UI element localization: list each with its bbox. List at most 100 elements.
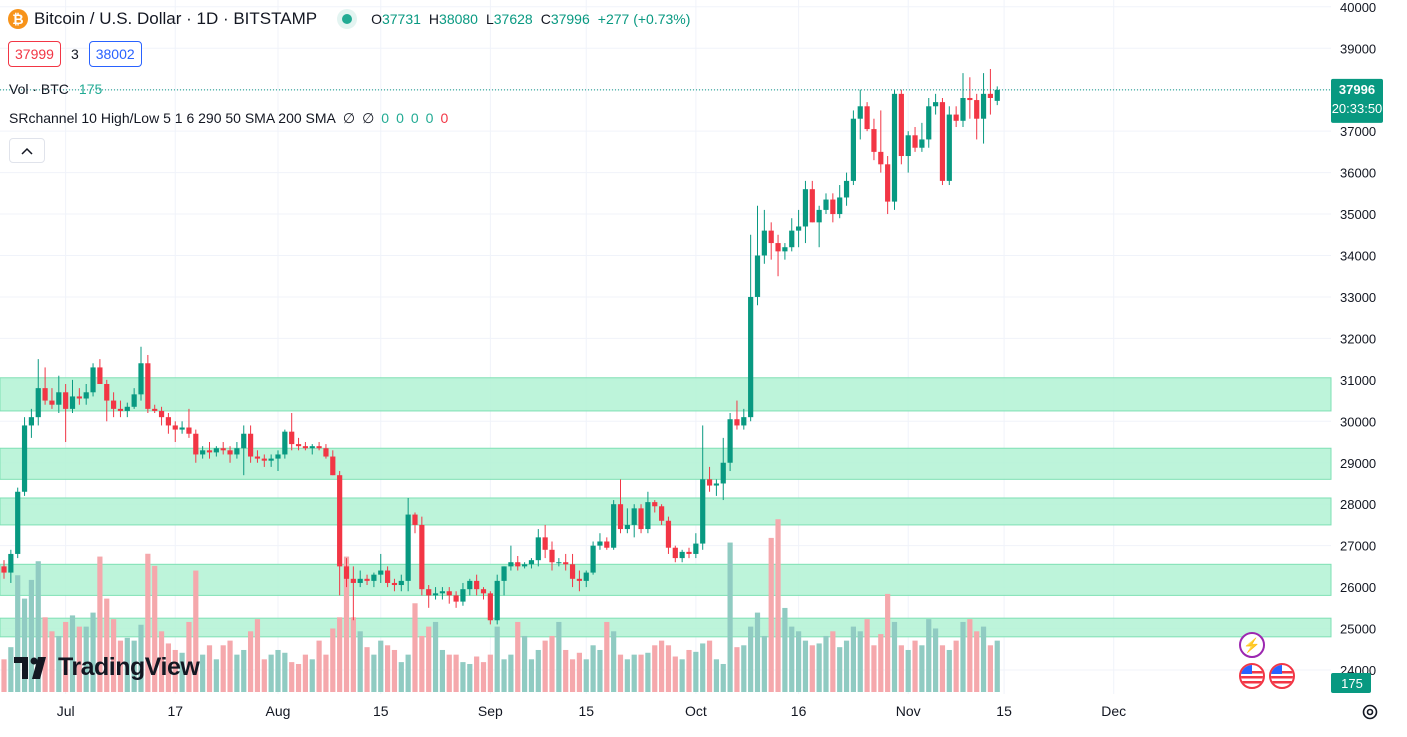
price-axis-label: 34000 [1340, 249, 1376, 264]
time-axis-label: Sep [478, 703, 503, 719]
tradingview-logo[interactable]: TradingView [14, 653, 200, 682]
candle-body [426, 589, 432, 596]
candle-body [843, 180, 850, 198]
volume-bar [741, 645, 747, 692]
volume-bar [200, 654, 206, 692]
ohlc-value: +277 (+0.73%) [597, 11, 691, 27]
sr-channel-zone [0, 497, 1332, 526]
volume-bar [713, 659, 719, 692]
volume-bar [248, 631, 254, 692]
volume-bar [645, 652, 651, 692]
candle-body [946, 114, 952, 181]
candle-body [542, 537, 548, 550]
volume-bar [672, 656, 678, 692]
volume-bar [15, 575, 21, 692]
market-status-icon[interactable] [337, 9, 358, 29]
us-event-flag-icon[interactable] [1239, 663, 1265, 689]
volume-bar [145, 553, 151, 692]
candle-body [898, 93, 904, 157]
volume-bar [727, 542, 733, 692]
volume-bar [501, 659, 507, 692]
volume-bar [295, 663, 302, 692]
candle-body [460, 589, 466, 602]
candle-body [412, 514, 418, 525]
volume-bar [535, 649, 541, 692]
indicator-legend[interactable]: SRchannel 10 High/Low 5 1 6 290 50 SMA 2… [9, 110, 448, 127]
volume-bar [391, 649, 398, 692]
candle-body [261, 458, 267, 461]
volume-bar [35, 561, 41, 692]
candle-body [494, 580, 500, 621]
indicator-value: ∅ [362, 110, 375, 126]
settings-gear-icon[interactable] [1360, 702, 1380, 722]
volume-bar [90, 612, 96, 692]
candle-body [912, 135, 918, 148]
indicator-value: 0 [425, 110, 434, 126]
candle-body [885, 164, 891, 202]
volume-bar [487, 654, 493, 692]
candle-body [364, 578, 370, 581]
candle-body [56, 392, 62, 405]
sr-channel-zone [0, 563, 1332, 596]
candle-body [528, 560, 535, 565]
candle-body [515, 562, 521, 567]
candle-body [186, 427, 192, 434]
candle-body [248, 433, 254, 457]
volume-bar [42, 617, 48, 692]
candle-body [967, 97, 973, 101]
candle-body [213, 448, 219, 453]
collapse-legend-button[interactable] [9, 138, 45, 163]
symbol-title[interactable]: Bitcoin / U.S. Dollar · 1D · BITSTAMP [34, 9, 318, 28]
candle-body [576, 578, 582, 581]
volume-bar [275, 649, 281, 692]
lightning-event-icon[interactable]: ⚡ [1239, 632, 1265, 658]
volume-legend[interactable]: Vol · BTC 175 [9, 81, 102, 97]
volume-bar [152, 565, 158, 692]
volume-bar [522, 635, 528, 692]
volume-bar [432, 621, 439, 692]
candle-body [42, 388, 48, 401]
sell-button[interactable]: 37999 [8, 41, 61, 67]
volume-bar [624, 659, 630, 692]
candle-body [193, 433, 199, 455]
candle-body [987, 93, 993, 98]
volume-bar [891, 621, 898, 692]
candle-body [789, 230, 795, 248]
candle-body [90, 367, 96, 393]
time-axis-label: 15 [373, 703, 389, 719]
ohlc-key: O [371, 11, 382, 27]
buy-button[interactable]: 38002 [88, 41, 142, 67]
candle-body [871, 129, 877, 152]
price-axis-label: 30000 [1340, 414, 1376, 429]
volume-bar [350, 617, 356, 692]
price-axis-label: 32000 [1340, 331, 1376, 346]
volume-bar [768, 537, 774, 692]
us-event-flag-icon-2[interactable] [1269, 663, 1295, 689]
candle-body [768, 230, 774, 244]
candle-body [919, 139, 925, 148]
candle-body [337, 475, 343, 567]
volume-bar [843, 640, 850, 692]
candle-body [864, 106, 870, 130]
volume-bar [282, 652, 288, 692]
volume-bar [97, 556, 103, 692]
volume-bar [8, 647, 14, 692]
chevron-up-icon [21, 147, 33, 155]
candle-body [878, 151, 884, 165]
candle-body [522, 564, 528, 567]
candle-body [891, 93, 898, 202]
candle-body [474, 580, 480, 590]
volume-bar [665, 645, 672, 692]
volume-bar [898, 645, 904, 692]
volume-bar [549, 635, 555, 692]
time-axis-label: 15 [578, 703, 594, 719]
volume-bar [165, 643, 171, 692]
sr-channel-zone [0, 377, 1332, 412]
volume-bar [816, 643, 822, 692]
volume-bar [967, 619, 973, 692]
volume-bar [56, 635, 62, 692]
volume-bar [652, 645, 658, 692]
volume-bar [837, 647, 843, 692]
symbol-header[interactable]: ₿ Bitcoin / U.S. Dollar · 1D · BITSTAMP … [8, 8, 690, 30]
